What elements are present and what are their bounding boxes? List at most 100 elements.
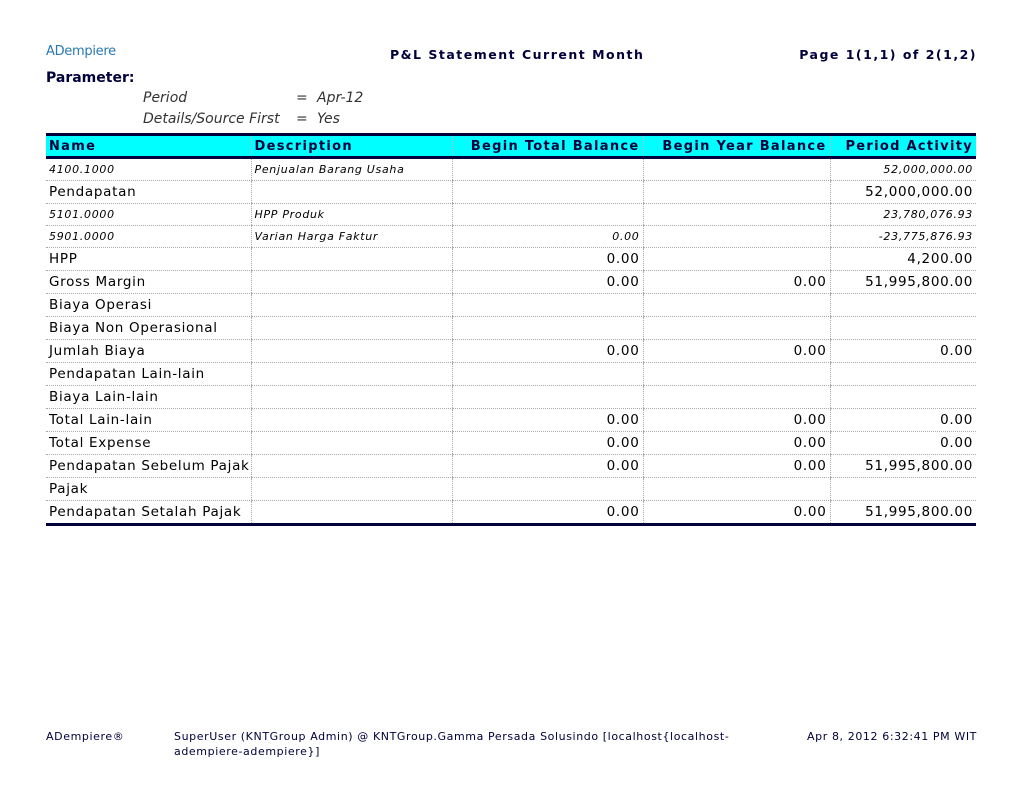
table-cell: Pendapatan Setalah Pajak <box>46 500 251 525</box>
table-cell <box>642 477 830 501</box>
table-cell: 4,200.00 <box>829 247 976 271</box>
table-cell <box>642 247 830 271</box>
table-cell <box>250 500 452 525</box>
table-row: Pendapatan 52,000,000.00 <box>46 180 976 204</box>
param-name: Details/Source First <box>143 111 280 127</box>
footer-brand: ADempiere® <box>46 730 125 743</box>
table-cell <box>250 362 452 386</box>
table-cell: Pendapatan Sebelum Pajak <box>46 454 251 478</box>
table-row: Pendapatan Lain-lain <box>46 362 976 386</box>
table-cell: 0.00 <box>642 270 830 294</box>
table-row: Pajak <box>46 477 976 501</box>
table-cell: -23,775,876.93 <box>829 225 976 248</box>
table-cell: 0.00 <box>451 247 643 271</box>
footer-user: SuperUser (KNTGroup Admin) @ KNTGroup.Ga… <box>174 730 730 758</box>
table-cell: 0.00 <box>642 339 830 363</box>
table-cell: Pendapatan <box>46 180 251 204</box>
table-row: 4100.1000 Penjualan Barang Usaha 52,000,00… <box>46 157 976 181</box>
footer-timestamp: Apr 8, 2012 6:32:41 PM WIT <box>807 730 977 743</box>
table-cell: 51,995,800.00 <box>829 454 976 478</box>
table-cell: 0.00 <box>451 225 643 248</box>
table-cell <box>829 293 976 317</box>
table-cell: HPP Produk <box>250 203 452 226</box>
table-cell: 0.00 <box>642 500 830 525</box>
param-value: Yes <box>317 111 340 127</box>
table-cell <box>451 385 643 409</box>
table-cell: 52,000,000.00 <box>829 157 976 181</box>
table-cell: 4100.1000 <box>46 157 251 181</box>
table-cell: Total Expense <box>46 431 251 455</box>
table-cell: Total Lain-lain <box>46 408 251 432</box>
table-cell <box>829 385 976 409</box>
table-cell: Jumlah Biaya <box>46 339 251 363</box>
table-cell: 0.00 <box>451 431 643 455</box>
table-cell: 23,780,076.93 <box>829 203 976 226</box>
table-cell <box>829 477 976 501</box>
table-cell: HPP <box>46 247 251 271</box>
param-name: Period <box>143 90 188 106</box>
table-cell <box>250 270 452 294</box>
table-row: Biaya Non Operasional <box>46 316 976 340</box>
table-cell: 52,000,000.00 <box>829 180 976 204</box>
table-cell <box>642 225 830 248</box>
table-cell <box>451 477 643 501</box>
table-cell <box>642 316 830 340</box>
table-cell: Biaya Non Operasional <box>46 316 251 340</box>
table-cell <box>451 157 643 181</box>
page-number: Page 1(1,1) of 2(1,2) <box>799 47 977 62</box>
parameter-heading: Parameter: <box>46 70 135 86</box>
table-cell <box>829 316 976 340</box>
table-cell <box>250 385 452 409</box>
table-cell: 0.00 <box>451 270 643 294</box>
table-row: Total Lain-lain 0.00 0.00 0.00 <box>46 408 976 432</box>
table-cell: 5101.0000 <box>46 203 251 226</box>
table-cell <box>250 431 452 455</box>
report-title: P&L Statement Current Month <box>390 47 645 62</box>
table-cell <box>250 454 452 478</box>
table-cell <box>250 247 452 271</box>
table-cell <box>250 408 452 432</box>
table-cell <box>451 362 643 386</box>
table-cell: Biaya Operasi <box>46 293 251 317</box>
table-cell <box>451 180 643 204</box>
table-cell <box>250 339 452 363</box>
table-cell: 51,995,800.00 <box>829 270 976 294</box>
table-cell: 0.00 <box>642 408 830 432</box>
table-cell <box>642 385 830 409</box>
param-eq: = <box>296 90 308 106</box>
table-cell <box>642 362 830 386</box>
table-cell <box>250 316 452 340</box>
table-cell: Penjualan Barang Usaha <box>250 157 452 181</box>
table-cell: Varian Harga Faktur <box>250 225 452 248</box>
table-cell <box>250 477 452 501</box>
table-cell: 0.00 <box>451 339 643 363</box>
adempiere-logo: ADempiere <box>46 44 116 59</box>
table-cell: 0.00 <box>829 431 976 455</box>
column-header: Begin Year Balance <box>642 134 830 158</box>
table-cell: Pendapatan Lain-lain <box>46 362 251 386</box>
table-row: Pendapatan Sebelum Pajak 0.00 0.00 51,995,8… <box>46 454 976 478</box>
table-cell: 0.00 <box>829 408 976 432</box>
table-cell <box>250 293 452 317</box>
report-table: Name Description Begin Total Balance Begin … <box>46 133 976 526</box>
column-header: Description <box>250 134 452 158</box>
table-cell <box>642 157 830 181</box>
table-cell: 51,995,800.00 <box>829 500 976 525</box>
table-cell: Gross Margin <box>46 270 251 294</box>
table-row: 5101.0000 HPP Produk 23,780,076.93 <box>46 203 976 226</box>
header-row: Name Description Begin Total Balance Begin … <box>46 134 976 158</box>
table-cell: 0.00 <box>829 339 976 363</box>
table-cell: 0.00 <box>642 454 830 478</box>
table-row: Gross Margin 0.00 0.00 51,995,800.00 <box>46 270 976 294</box>
table-cell: 0.00 <box>451 408 643 432</box>
param-eq: = <box>296 111 308 127</box>
table-cell <box>451 203 643 226</box>
column-header: Period Activity <box>829 134 976 158</box>
table-cell: 0.00 <box>451 454 643 478</box>
table-cell <box>451 316 643 340</box>
table-cell <box>451 293 643 317</box>
table-row: 5901.0000 Varian Harga Faktur 0.00 -23,775,… <box>46 225 976 248</box>
table-cell: Biaya Lain-lain <box>46 385 251 409</box>
table-row: Total Expense 0.00 0.00 0.00 <box>46 431 976 455</box>
column-header: Name <box>49 138 97 154</box>
